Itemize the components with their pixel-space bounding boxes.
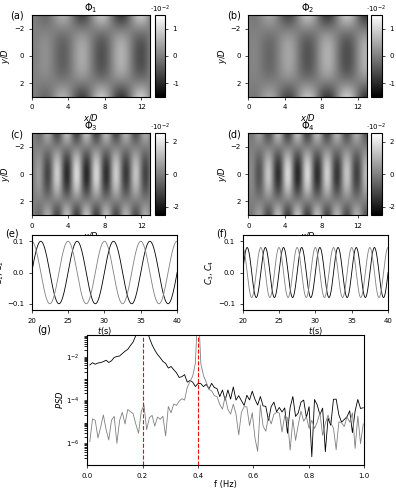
Y-axis label: $y/D$: $y/D$ [216,48,229,64]
Text: (g): (g) [37,324,51,334]
Y-axis label: $PSD$: $PSD$ [53,391,65,409]
X-axis label: $x/D$: $x/D$ [300,112,316,122]
Y-axis label: $C_3, C_4$: $C_3, C_4$ [204,260,217,285]
Text: (b): (b) [227,11,241,21]
Text: (e): (e) [6,229,19,239]
Title: $\cdot10^{-2}$: $\cdot10^{-2}$ [366,4,386,15]
Title: $\Phi_3$: $\Phi_3$ [84,120,98,134]
X-axis label: $t$(s): $t$(s) [308,325,323,337]
Y-axis label: $y/D$: $y/D$ [0,166,12,182]
Y-axis label: $y/D$: $y/D$ [216,166,229,182]
Text: (a): (a) [10,11,24,21]
Title: $\cdot10^{-2}$: $\cdot10^{-2}$ [366,122,386,133]
Title: $\cdot10^{-2}$: $\cdot10^{-2}$ [150,122,170,133]
X-axis label: $x/D$: $x/D$ [83,112,99,122]
X-axis label: f (Hz): f (Hz) [214,480,237,489]
Title: $\Phi_4$: $\Phi_4$ [301,120,314,134]
X-axis label: $x/D$: $x/D$ [300,230,316,241]
Text: (c): (c) [10,130,23,140]
Title: $\cdot10^{-2}$: $\cdot10^{-2}$ [150,4,170,15]
Title: $\Phi_2$: $\Phi_2$ [301,1,314,15]
Y-axis label: $y/D$: $y/D$ [0,48,12,64]
X-axis label: $t$(s): $t$(s) [97,325,112,337]
Text: (f): (f) [217,229,227,239]
Title: $\Phi_1$: $\Phi_1$ [84,1,98,15]
Text: (d): (d) [227,130,241,140]
Y-axis label: $C_1, C_2$: $C_1, C_2$ [0,260,6,285]
X-axis label: $x/D$: $x/D$ [83,230,99,241]
